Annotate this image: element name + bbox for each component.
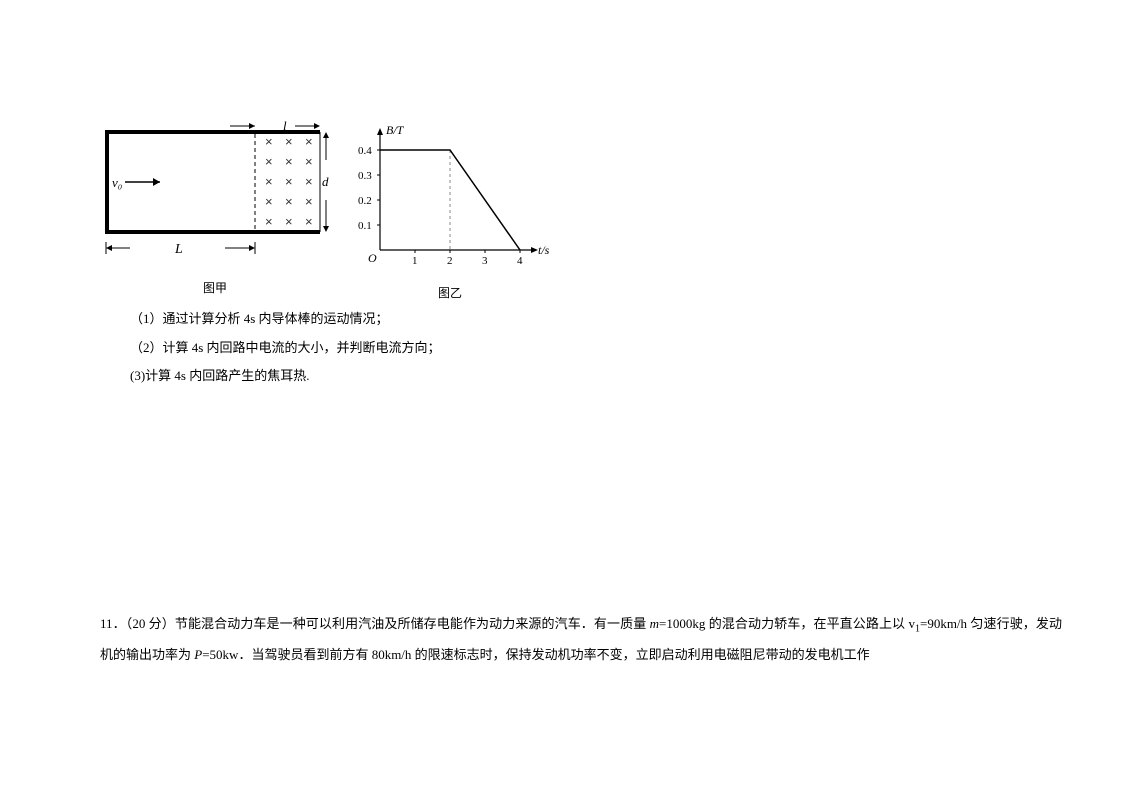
problem-11: 11．（20 分）节能混合动力车是一种可以利用汽油及所储存电能作为动力来源的汽车… (100, 610, 1062, 669)
figure-jia-container: × × × × × × × × × × × × × × × v₀ l d (100, 120, 330, 296)
problem-text-1: 节能混合动力车是一种可以利用汽油及所储存电能作为动力来源的汽车．有一质量 (175, 616, 650, 631)
y-ticks: 0.1 0.2 0.3 0.4 (358, 145, 380, 232)
svg-text:×: × (285, 154, 293, 169)
svg-text:×: × (305, 134, 313, 149)
v1-value: =90km/h (920, 616, 967, 631)
svg-text:×: × (265, 194, 273, 209)
l-arrow-left-head (249, 123, 255, 129)
l-arrow-right-head (314, 123, 320, 129)
origin-label: O (368, 251, 377, 265)
svg-text:0.2: 0.2 (358, 195, 372, 207)
x-axis-label: t/s (538, 243, 550, 257)
svg-text:×: × (305, 174, 313, 189)
problem-score: （20 分） (126, 616, 175, 631)
svg-text:×: × (285, 174, 293, 189)
d-label: d (322, 174, 329, 189)
L-arrow-right-head (249, 245, 255, 251)
svg-text:×: × (285, 194, 293, 209)
y-axis-label: B/T (386, 123, 405, 137)
d-arrow-up-head (323, 132, 329, 138)
left-rail-end (105, 130, 109, 234)
svg-text:×: × (305, 214, 313, 229)
svg-text:0.4: 0.4 (358, 145, 372, 157)
x-ticks: 1 2 3 4 (412, 250, 523, 267)
figure-yi-caption: 图乙 (350, 284, 550, 301)
svg-text:4: 4 (517, 255, 523, 267)
problem-number: 11． (100, 616, 126, 631)
svg-text:×: × (305, 194, 313, 209)
d-arrow-down-head (323, 226, 329, 232)
svg-text:1: 1 (412, 255, 418, 267)
m-value: =1000kg 的混合动力轿车，在平直公路上以 v (659, 616, 915, 631)
svg-text:×: × (265, 214, 273, 229)
svg-text:×: × (305, 154, 313, 169)
P-value: =50kw．当驾驶员看到前方有 80km/h 的限速标志时，保持发动机功率不变，… (202, 647, 869, 662)
l-label: l (283, 120, 287, 133)
questions-block: （1）通过计算分析 4s 内导体棒的运动情况； （2）计算 4s 内回路中电流的… (130, 305, 441, 391)
svg-text:×: × (265, 154, 273, 169)
figure-jia-caption: 图甲 (100, 279, 330, 296)
svg-text:0.3: 0.3 (358, 170, 372, 182)
svg-text:3: 3 (482, 255, 488, 267)
v0-arrow-head (153, 178, 160, 186)
question-2: （2）计算 4s 内回路中电流的大小，并判断电流方向； (130, 334, 441, 363)
figure-yi-svg: 0.1 0.2 0.3 0.4 1 2 3 4 O B/T (350, 120, 550, 275)
y-axis-arrow (377, 128, 383, 135)
magnetic-field-marks: × × × × × × × × × × × × × × × (265, 134, 313, 229)
m-symbol: m (650, 616, 659, 631)
bottom-rail (105, 230, 320, 234)
v0-label: v₀ (112, 175, 122, 190)
figure-jia-svg: × × × × × × × × × × × × × × × v₀ l d (100, 120, 330, 270)
L-arrow-left-head (106, 245, 112, 251)
svg-text:×: × (285, 214, 293, 229)
svg-text:×: × (265, 174, 273, 189)
figure-yi-container: 0.1 0.2 0.3 0.4 1 2 3 4 O B/T (350, 120, 550, 301)
svg-text:2: 2 (447, 255, 453, 267)
x-axis-arrow (531, 247, 538, 253)
svg-text:×: × (265, 134, 273, 149)
L-label: L (174, 242, 183, 257)
svg-text:0.1: 0.1 (358, 220, 372, 232)
question-1: （1）通过计算分析 4s 内导体棒的运动情况； (130, 305, 441, 334)
svg-text:×: × (285, 134, 293, 149)
question-3: (3)计算 4s 内回路产生的焦耳热. (130, 362, 441, 391)
